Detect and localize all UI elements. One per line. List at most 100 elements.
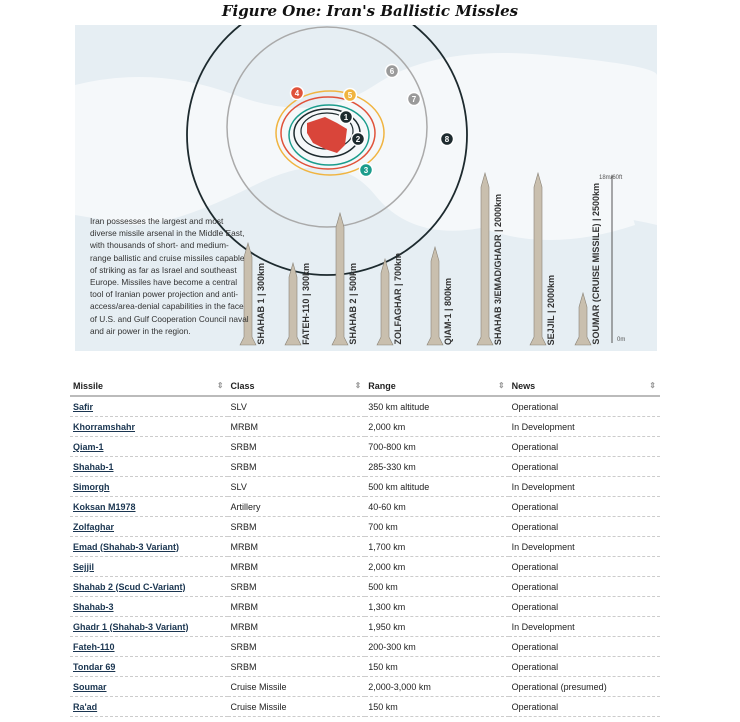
missile-label: QIAM-1 | 800km [443,277,453,345]
missile-label: SHAHAB 2 | 500km [348,263,358,345]
cell: 1,950 km [365,616,509,637]
cell: In Development [508,416,660,437]
cell: Artillery [227,496,366,517]
cell: Operational [508,556,660,577]
table-row: Zolfaghar SRBM 700 km Operational [70,516,660,537]
svg-text:3: 3 [364,166,369,175]
range-ring-3 [288,104,370,166]
column-header-news[interactable]: News ⇕ [508,377,660,397]
missile-link[interactable]: Safir [73,401,94,412]
cell: SLV [227,476,366,497]
range-marker-7: 7 [406,91,422,107]
column-header-label: News [511,381,536,391]
cell: Zolfaghar [70,516,228,537]
sort-icon[interactable]: ⇕ [216,381,224,390]
table-row: Fateh-110 SRBM 200-300 km Operational [70,636,660,657]
missile-link[interactable]: Qiam-1 [73,441,104,452]
table-row: Ra'ad Cruise Missile 150 km Operational [70,696,660,717]
table-row: Shahab-3 MRBM 1,300 km Operational [70,596,660,617]
cell: SLV [227,396,366,417]
cell: Sejjil [70,556,228,577]
cell: Simorgh [70,476,228,497]
cell: SRBM [227,576,366,597]
range-map: 1 2 3 4 5 6 7 8 [75,25,657,346]
missile-link[interactable]: Khorramshahr [73,421,136,432]
cell: 285-330 km [365,456,509,477]
cell: Operational [508,696,660,717]
missile-link[interactable]: Soumar [73,681,107,692]
cell: Operational [508,436,660,457]
missile-graphic [529,171,547,346]
missile-graphic [574,291,592,346]
cell: SRBM [227,636,366,657]
sort-icon[interactable]: ⇕ [649,381,656,390]
missile-link[interactable]: Sejjil [73,561,95,572]
range-ring-5 [275,90,385,176]
missile-link[interactable]: Ghadr 1 (Shahab-3 Variant) [73,621,189,632]
missile-link[interactable]: Fateh-110 [73,641,115,652]
cell: Safir [70,396,228,417]
missile-graphic [239,241,257,346]
missile-label: ZOLFAGHAR | 700km [393,253,403,345]
range-ring-8 [186,25,468,276]
sort-icon[interactable]: ⇕ [354,381,362,390]
cell: Shahab-3 [70,596,228,617]
svg-text:1: 1 [344,113,349,122]
missile-graphic [284,261,302,346]
missile-link[interactable]: Shahab 2 (Scud C-Variant) [73,581,186,592]
table-row: Khorramshahr MRBM 2,000 km In Development [70,416,660,437]
cell: SRBM [227,516,366,537]
cell: 150 km [365,696,509,717]
missile-link[interactable]: Koksan M1978 [73,501,136,512]
cell: Tondar 69 [70,656,228,677]
cell: 2,000 km [365,416,509,437]
missile-graphic [476,171,494,346]
missile-label: SHAHAB 3/EMAD/GHADR | 2000km [493,193,503,345]
table-row: Tondar 69 SRBM 150 km Operational [70,656,660,677]
cell: MRBM [227,616,366,637]
missile-range-infographic: 1 2 3 4 5 6 7 8 SHAHAB 1 | 300km FATEH-110 | 300… [75,25,657,351]
svg-text:5: 5 [348,91,353,100]
missile-link[interactable]: Tondar 69 [73,661,116,672]
range-marker-5: 5 [342,87,358,103]
cell: Ghadr 1 (Shahab-3 Variant) [70,616,228,637]
cell: 40-60 km [365,496,509,517]
table-row: Shahab-1 SRBM 285-330 km Operational [70,456,660,477]
iran-shape [307,117,347,153]
cell: Operational [508,396,660,417]
cell: Shahab 2 (Scud C-Variant) [70,576,228,597]
cell: In Development [508,536,660,557]
cell: Operational [508,636,660,657]
table-row: Koksan M1978 Artillery 40-60 km Operational [70,496,660,517]
landmass [455,132,635,240]
scale-top-label: 18m/60ft [599,175,623,181]
table-row: Ghadr 1 (Shahab-3 Variant) MRBM 1,950 km In… [70,616,660,637]
column-header-missile[interactable]: Missile ⇕ [70,377,228,397]
missile-link[interactable]: Ra'ad [73,701,98,712]
missile-link[interactable]: Shahab-3 [73,601,114,612]
cell: In Development [508,476,660,497]
cell: 350 km altitude [365,396,509,417]
column-header-range[interactable]: Range ⇕ [365,377,509,397]
table-row: Simorgh SLV 500 km altitude In Development [70,476,660,497]
cell: Shahab-1 [70,456,228,477]
missile-graphic [376,257,394,346]
table-row: Emad (Shahab-3 Variant) MRBM 1,700 km In De… [70,536,660,557]
svg-text:6: 6 [390,67,395,76]
missile-link[interactable]: Simorgh [73,481,110,492]
svg-text:7: 7 [412,95,417,104]
missile-link[interactable]: Zolfaghar [73,521,115,532]
missile-link[interactable]: Shahab-1 [73,461,114,472]
cell: Operational [508,516,660,537]
table-row: Shahab 2 (Scud C-Variant) SRBM 500 km Opera… [70,576,660,597]
cell: 200-300 km [365,636,509,657]
missile-label: SOUMAR (CRUISE MISSILE) | 2500km [591,183,601,345]
column-header-class[interactable]: Class ⇕ [227,377,366,397]
figure-description: Iran possesses the largest and most dive… [90,216,249,336]
table-row: Qiam-1 SRBM 700-800 km Operational [70,436,660,457]
cell: Operational (presumed) [508,676,660,697]
sort-icon[interactable]: ⇕ [497,381,505,390]
missile-graphic [331,211,349,346]
missile-link[interactable]: Emad (Shahab-3 Variant) [73,541,180,552]
table-row: Safir SLV 350 km altitude Operational [70,396,660,417]
